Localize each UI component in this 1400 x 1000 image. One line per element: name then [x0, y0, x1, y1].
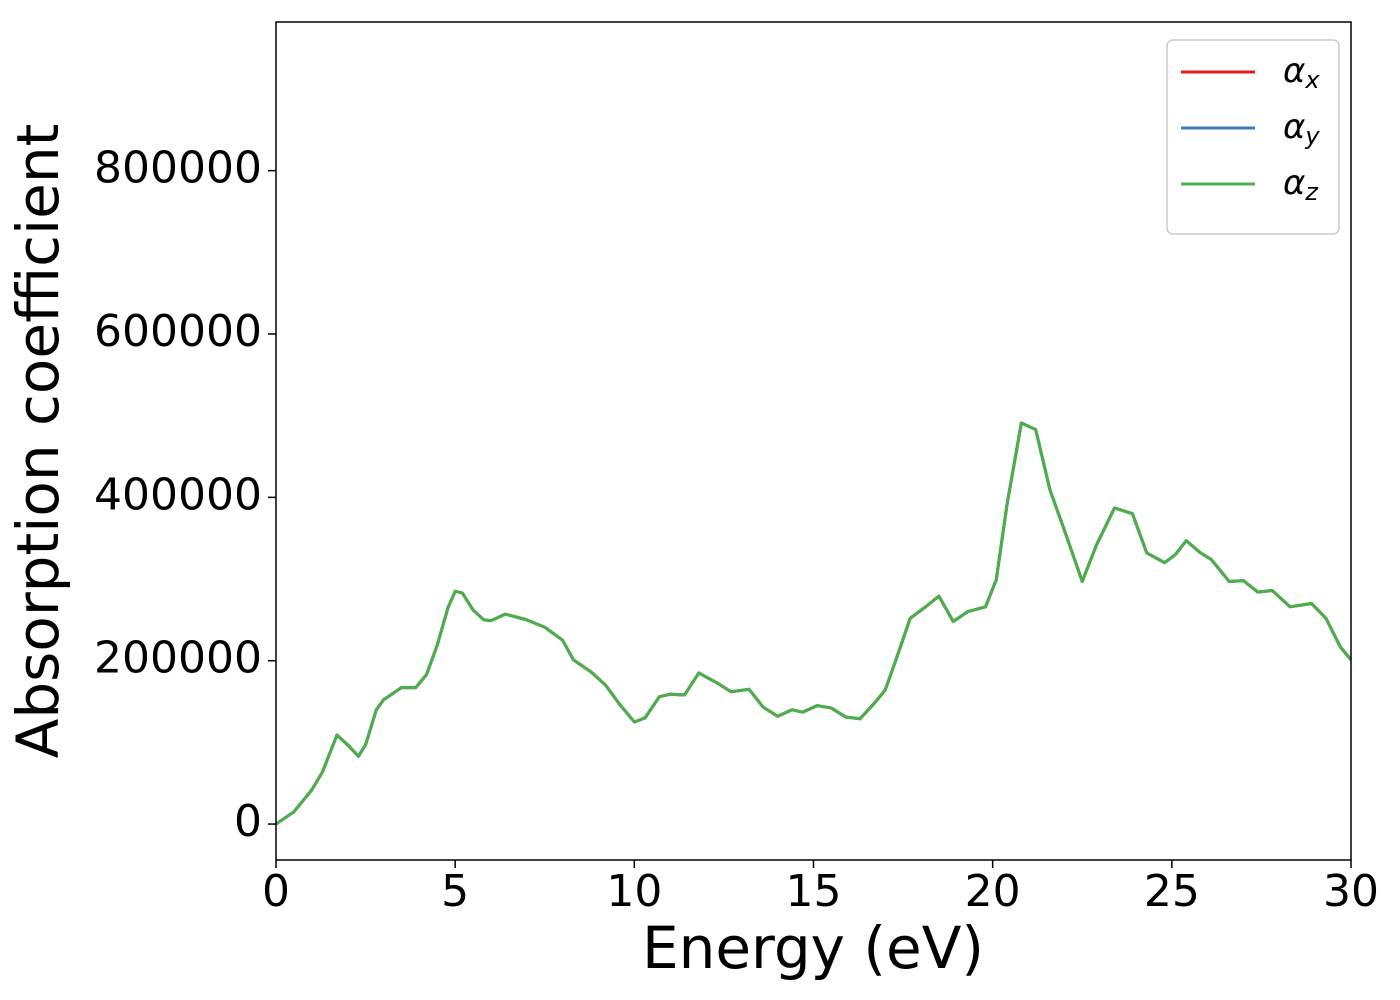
x-tick-label: 30: [1323, 866, 1379, 917]
legend-label: αy: [1283, 107, 1320, 151]
data-line: [275, 421, 1353, 826]
x-tick-label: 0: [262, 866, 290, 917]
y-tick-label: 400000: [94, 469, 262, 520]
legend-label: αx: [1283, 51, 1320, 95]
x-tick-label: 10: [606, 866, 662, 917]
x-tick-label: 25: [1144, 866, 1200, 917]
y-tick-label: 600000: [94, 306, 262, 357]
x-tick-label: 15: [786, 866, 842, 917]
x-tick-label: 20: [965, 866, 1021, 917]
y-axis-label: Absorption coefficient: [4, 124, 72, 759]
y-tick-label: 800000: [94, 143, 262, 194]
data-line: [275, 421, 1353, 826]
legend-label: αz: [1283, 163, 1319, 207]
plot-frame: [275, 21, 1352, 861]
x-tick-label: 5: [441, 866, 469, 917]
x-axis-label: Energy (eV): [642, 914, 984, 982]
y-tick-label: 200000: [94, 633, 262, 684]
data-line: [275, 421, 1353, 826]
y-tick-label: 0: [234, 796, 262, 847]
